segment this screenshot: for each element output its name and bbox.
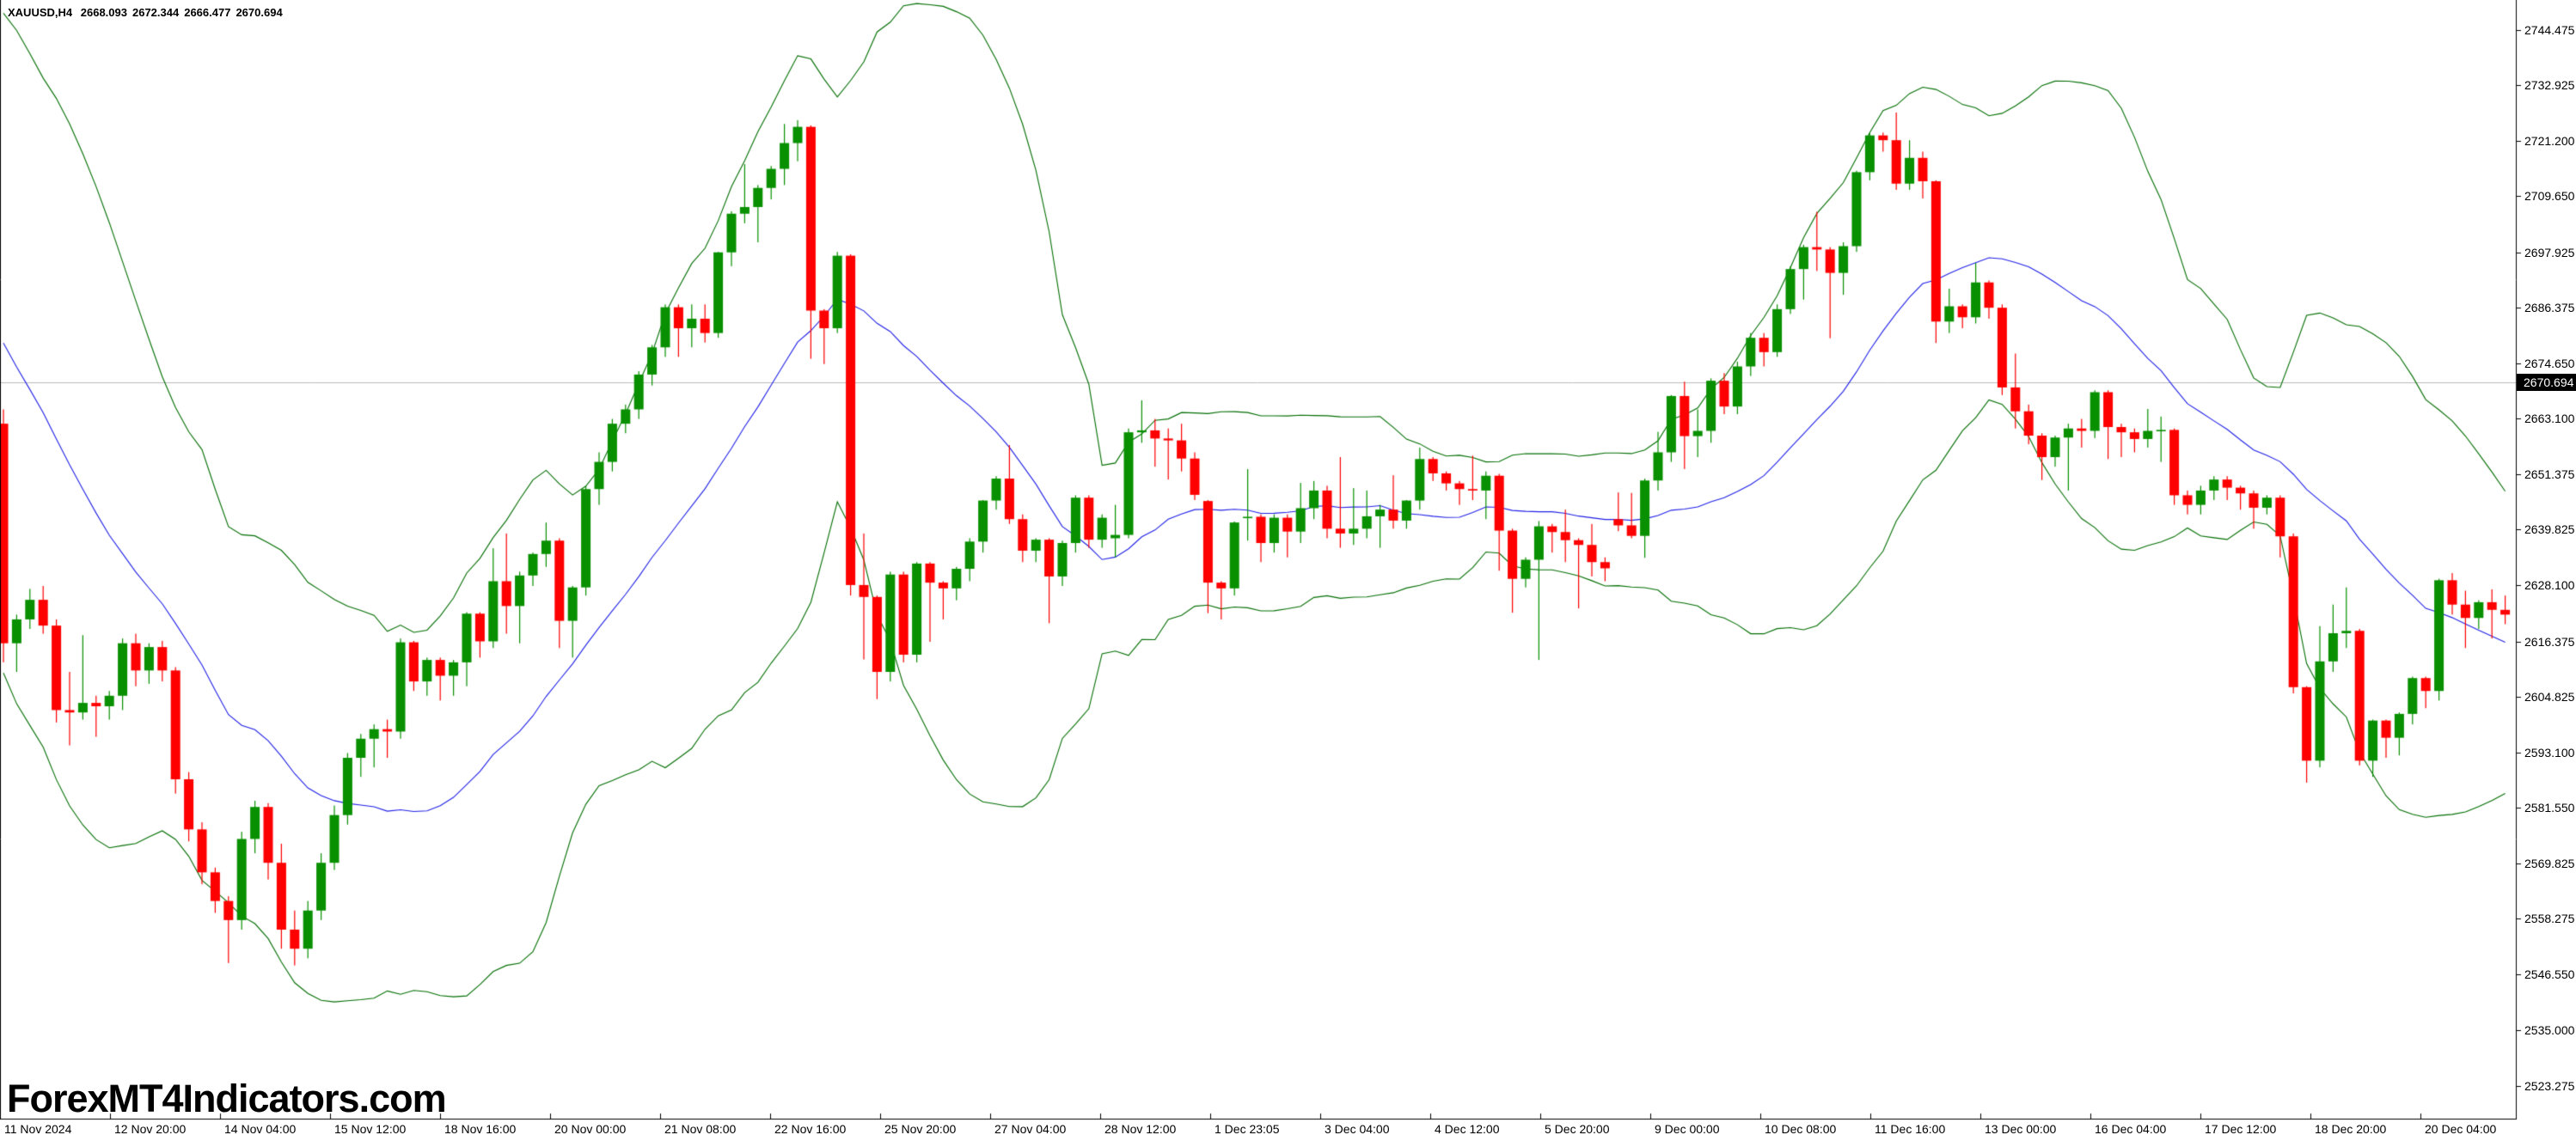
time-axis-label: 27 Nov 04:00 [994,1122,1067,1136]
quote-open: 2668.093 [80,6,127,19]
time-axis-label: 14 Nov 04:00 [224,1122,297,1136]
price-axis-label: 2732.925 [2524,78,2575,93]
price-axis-label: 2593.100 [2524,745,2575,760]
price-axis-label: 2744.475 [2524,23,2575,37]
price-axis-label: 2628.100 [2524,578,2575,593]
quote-high: 2672.344 [132,6,180,19]
price-axis-label: 2616.375 [2524,634,2575,649]
price-axis-label: 2686.375 [2524,300,2575,314]
time-axis-label: 20 Dec 04:00 [2425,1122,2497,1136]
quote-close: 2670.694 [236,6,283,19]
price-axis-label: 2523.275 [2524,1078,2575,1093]
price-axis-label: 2651.375 [2524,467,2575,482]
watermark-text: ForexMT4Indicators.com [7,1077,447,1120]
time-axis-label: 9 Dec 00:00 [1655,1122,1720,1136]
time-axis-label: 4 Dec 12:00 [1435,1122,1500,1136]
time-axis-label: 20 Nov 00:00 [554,1122,627,1136]
quote-line: XAUUSD,H4 2668.093 2672.344 2666.477 2670.6… [8,6,288,19]
symbol-period-label: XAUUSD,H4 [8,6,73,19]
price-axis-label: 2663.100 [2524,412,2575,426]
time-axis-label: 3 Dec 04:00 [1325,1122,1390,1136]
current-price-tag: 2670.694 [2517,373,2576,391]
time-axis-label: 11 Nov 2024 [4,1122,72,1136]
time-axis-label: 11 Dec 16:00 [1875,1122,1946,1136]
quote-low: 2666.477 [184,6,231,19]
price-axis-label: 2639.825 [2524,522,2575,537]
price-axis-label: 2558.275 [2524,912,2575,926]
price-axis-label: 2569.825 [2524,857,2575,871]
price-axis-label: 2674.650 [2524,356,2575,370]
time-axis-label: 28 Nov 12:00 [1104,1122,1177,1136]
time-axis-label: 22 Nov 16:00 [774,1122,847,1136]
time-axis-label: 16 Dec 04:00 [2095,1122,2167,1136]
time-axis-label: 18 Nov 16:00 [444,1122,517,1136]
time-axis-label: 13 Dec 00:00 [1985,1122,2057,1136]
price-axis-label: 2709.650 [2524,189,2575,204]
time-axis-label: 12 Nov 20:00 [114,1122,187,1136]
time-axis-label: 21 Nov 08:00 [664,1122,737,1136]
time-axis-label: 17 Dec 12:00 [2205,1122,2277,1136]
price-axis-label: 2604.825 [2524,689,2575,704]
time-axis-label: 5 Dec 20:00 [1545,1122,1610,1136]
price-axis-label: 2581.550 [2524,801,2575,815]
time-axis-label: 18 Dec 20:00 [2315,1122,2387,1136]
price-axis-label: 2535.000 [2524,1022,2575,1037]
price-axis-label: 2721.200 [2524,134,2575,149]
time-axis-label: 15 Nov 12:00 [334,1122,407,1136]
time-axis-label: 1 Dec 23:05 [1215,1122,1280,1136]
price-axis-label: 2697.925 [2524,245,2575,259]
price-axis-label: 2546.550 [2524,967,2575,982]
time-axis-label: 10 Dec 08:00 [1765,1122,1837,1136]
time-axis-label: 25 Nov 20:00 [884,1122,957,1136]
